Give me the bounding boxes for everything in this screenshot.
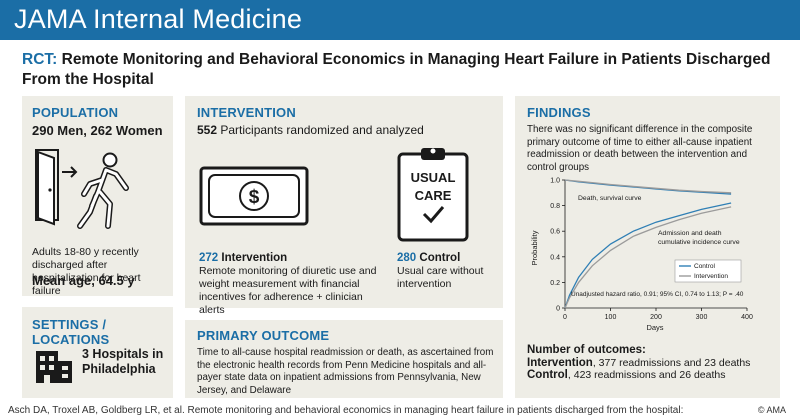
legend-label-intervention: Intervention — [694, 273, 728, 280]
population-counts: 290 Men, 262 Women — [32, 123, 163, 138]
outcomes-summary: Number of outcomes: Intervention, 377 re… — [527, 344, 777, 382]
findings-heading: FINDINGS — [527, 105, 591, 120]
series-control-incidence-line — [564, 202, 732, 309]
outcomes-heading: Number of outcomes: — [527, 344, 646, 356]
hazard-ratio-label: Unadjusted hazard ratio, 0.91; 95% CI, 0… — [571, 291, 744, 298]
participants-text: Participants randomized and analyzed — [217, 123, 424, 137]
intervention-heading: INTERVENTION — [197, 105, 296, 120]
population-description: Adults 18-80 y recently discharged after… — [32, 246, 141, 297]
chart-legend: Control Intervention — [674, 259, 742, 283]
y-tick-label: 0 — [556, 306, 560, 313]
primary-outcome-heading: PRIMARY OUTCOME — [197, 328, 330, 343]
y-tick-label: 0.2 — [550, 280, 560, 287]
hospital-building-icon — [36, 351, 72, 383]
chart-axes: 0 100 200 300 400 0 0.2 0.4 0.6 0.8 1.0 — [550, 178, 753, 322]
journal-header: JAMA Internal Medicine — [0, 0, 800, 40]
title-text: Remote Monitoring and Behavioral Economi… — [22, 51, 771, 88]
intervention-arm-count: 272 — [199, 252, 219, 264]
page-title: RCT: Remote Monitoring and Behavioral Ec… — [22, 50, 782, 90]
settings-hospitals: 3 Hospitals in Philadelphia — [82, 347, 164, 376]
population-heading: POPULATION — [32, 105, 119, 120]
settings-heading: SETTINGS / LOCATIONS — [32, 317, 110, 347]
citation-footer: Asch DA, Troxel AB, Goldberg LR, et al. … — [8, 405, 684, 416]
intervention-panel: INTERVENTION 552 Participants randomized… — [185, 96, 503, 316]
population-panel: POPULATION 290 Men, 262 Women Adults 18-… — [22, 96, 173, 297]
control-arm-count: 280 — [397, 252, 417, 264]
control-arm: 280 Control Usual care without intervent… — [397, 252, 497, 291]
clipboard-check-icon: USUAL CARE — [397, 148, 469, 242]
primary-outcome-text: Time to all-cause hospital readmission o… — [197, 347, 494, 396]
money-bill-icon: $ — [199, 166, 309, 226]
outcome-control-label: Control — [527, 369, 568, 381]
series-intervention-incidence-line — [564, 206, 732, 309]
intervention-arm-desc: Remote monitoring of diuretic use and we… — [199, 265, 377, 316]
death-curve-label: Death, survival curve — [578, 195, 642, 202]
usual-care-label-1: USUAL — [411, 170, 456, 185]
y-tick-label: 0.6 — [550, 229, 560, 236]
control-arm-name: Control — [416, 252, 461, 264]
x-tick-label: 100 — [605, 314, 617, 321]
y-tick-label: 0.4 — [550, 254, 560, 261]
outcome-intervention-label: Intervention — [527, 356, 593, 369]
journal-title: JAMA Internal Medicine — [14, 4, 303, 34]
x-axis-label: Days — [646, 323, 663, 332]
chart-series — [564, 179, 732, 309]
primary-outcome-panel: PRIMARY OUTCOME Time to all-cause hospit… — [185, 320, 503, 398]
dollar-symbol: $ — [249, 187, 260, 208]
settings-panel: SETTINGS / LOCATIONS 3 Hospitals in Phil… — [22, 307, 173, 398]
outcome-intervention-text: , 377 readmissions and 23 deaths — [592, 356, 751, 369]
y-tick-label: 1.0 — [550, 178, 560, 185]
intervention-arm: 272 Intervention Remote monitoring of di… — [199, 252, 379, 317]
usual-care-label-2: CARE — [415, 188, 452, 203]
copyright-notice: © AMA — [757, 405, 786, 415]
x-tick-label: 300 — [696, 314, 708, 321]
x-tick-label: 200 — [650, 314, 662, 321]
x-tick-label: 0 — [563, 314, 567, 321]
y-axis-label: Probability — [530, 230, 539, 265]
findings-panel: FINDINGS There was no significant differ… — [515, 96, 780, 398]
outcome-control-text: , 423 readmissions and 26 deaths — [567, 369, 726, 381]
incidence-curve-label-1: Admission and death — [658, 230, 722, 237]
findings-summary: There was no significant difference in t… — [527, 124, 753, 173]
population-mean-age: Mean age, 64.5 y — [32, 273, 135, 288]
series-intervention-survival-line — [564, 179, 732, 194]
exit-person-icon — [35, 149, 129, 229]
kaplan-meier-chart: 0 100 200 300 400 0 0.2 0.4 0.6 0.8 1.0 Death, sur… — [530, 178, 753, 333]
legend-label-control: Control — [694, 263, 716, 270]
incidence-curve-label-2: cumulative incidence curve — [658, 239, 740, 246]
x-tick-label: 400 — [741, 314, 753, 321]
intervention-arm-name: Intervention — [218, 252, 288, 264]
y-tick-label: 0.8 — [550, 203, 560, 210]
participants-count: 552 — [197, 123, 218, 137]
control-arm-desc: Usual care without intervention — [397, 265, 484, 290]
intervention-participants: 552 Participants randomized and analyzed — [197, 124, 424, 137]
title-prefix: RCT: — [22, 51, 58, 68]
